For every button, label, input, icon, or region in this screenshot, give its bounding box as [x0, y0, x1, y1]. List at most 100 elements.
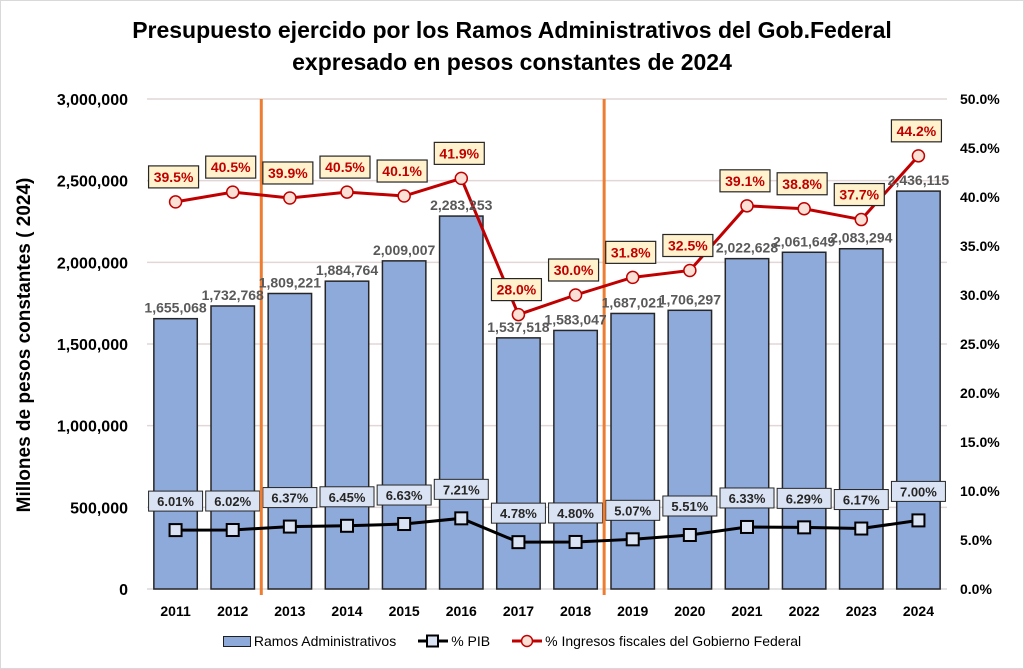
pib-label-box	[833, 489, 889, 511]
legend-label-ingresos: % Ingresos fiscales del Gobierno Federal	[545, 633, 802, 649]
ingresos-label-box	[833, 182, 885, 207]
y-axis-left: 0 500,000 1,000,000 1,500,000 2,000,000 2,500…	[57, 92, 128, 599]
y2-tick-label: 35.0%	[960, 238, 1000, 254]
bar-value-label: 2,283,253	[430, 197, 492, 213]
pib-marker	[168, 523, 183, 538]
bar-value-label: 1,706,297	[659, 291, 721, 307]
x-tick-label: 2011	[160, 603, 191, 619]
legend-item-ramos[interactable]: Ramos Administrativos	[222, 633, 396, 649]
pib-value-label: 6.29%	[786, 491, 823, 506]
legend-circle-marker-icon	[512, 634, 543, 648]
bar-value-label: 2,061,649	[773, 233, 835, 249]
x-tick-label: 2021	[731, 603, 762, 619]
y2-tick-label: 10.0%	[960, 483, 1000, 499]
pib-marker	[454, 511, 469, 526]
pib-label-box	[490, 502, 546, 524]
ingresos-value-label: 30.0%	[554, 262, 594, 278]
ingresos-data-labels: 39.5% 40.5% 39.9% 40.5% 40.1% 41.9% 28.0% 30.0%…	[147, 119, 943, 302]
ingresos-value-label: 39.5%	[154, 169, 194, 185]
y-tick-label: 2,000,000	[57, 255, 128, 272]
pib-marker	[625, 532, 640, 547]
pib-label-box	[433, 478, 489, 500]
ingresos-value-label: 40.1%	[382, 163, 422, 179]
ingresos-marker	[568, 288, 583, 302]
legend-item-pib[interactable]: % PIB	[418, 633, 490, 649]
x-tick-label: 2018	[560, 603, 591, 619]
ingresos-marker	[911, 149, 926, 163]
bar	[267, 292, 313, 590]
y2-tick-label: 25.0%	[960, 336, 1000, 352]
y-tick-label: 500,000	[70, 500, 128, 517]
pib-label-box	[262, 487, 318, 509]
chart-title: Presupuesto ejercido por los Ramos Admin…	[0, 14, 1024, 78]
y2-tick-label: 45.0%	[960, 140, 1000, 156]
pib-marker	[397, 517, 412, 532]
pib-line-series	[168, 511, 926, 550]
ingresos-marker	[625, 270, 640, 285]
bar-value-label: 1,537,518	[487, 319, 549, 335]
pib-label-box	[662, 495, 718, 517]
x-tick-label: 2015	[389, 603, 420, 619]
x-tick-label: 2020	[674, 603, 705, 619]
pib-value-label: 7.21%	[443, 482, 480, 497]
ingresos-value-label: 40.5%	[211, 159, 251, 175]
pib-label-box	[605, 499, 661, 521]
legend-square-marker-icon	[418, 634, 449, 648]
ingresos-label-box	[205, 155, 257, 179]
pib-value-label: 5.51%	[671, 499, 708, 514]
bar	[781, 251, 827, 590]
bar-value-label: 1,884,764	[316, 262, 378, 278]
pib-value-label: 6.17%	[843, 493, 880, 508]
pib-label-box	[890, 480, 946, 502]
bar	[381, 260, 427, 590]
legend-label-pib: % PIB	[451, 633, 491, 649]
ingresos-label-box	[147, 165, 200, 189]
pib-marker	[797, 520, 812, 535]
pib-value-label: 6.02%	[214, 494, 251, 509]
bar-series	[153, 190, 941, 590]
ingresos-label-box	[776, 172, 828, 196]
bar-value-label: 1,732,768	[202, 287, 264, 303]
x-tick-label: 2022	[789, 603, 820, 619]
bar-value-label: 1,687,021	[602, 294, 664, 310]
pib-label-box	[548, 502, 604, 524]
x-tick-label: 2013	[274, 603, 305, 619]
bar	[553, 329, 599, 590]
y-tick-label: 2,500,000	[57, 174, 128, 191]
pib-label-box	[719, 487, 775, 509]
y-tick-label: 1,500,000	[57, 337, 128, 354]
pib-value-label: 6.37%	[271, 491, 308, 506]
ingresos-line-series	[168, 149, 926, 322]
bar	[838, 247, 884, 590]
x-tick-label: 2017	[503, 603, 534, 619]
bar-value-label: 2,022,628	[716, 240, 778, 256]
pib-marker	[568, 534, 583, 549]
ingresos-marker	[854, 212, 869, 227]
ingresos-value-label: 39.1%	[725, 173, 765, 189]
bar	[895, 190, 941, 590]
pib-marker	[740, 519, 754, 534]
y2-tick-label: 20.0%	[960, 385, 1000, 401]
pib-label-box	[376, 484, 432, 506]
x-axis: 2011 2012 2013 2014 2015 2016 2017 2018 2019 2020…	[160, 603, 934, 619]
x-tick-label: 2012	[217, 603, 248, 619]
ingresos-marker	[740, 199, 754, 213]
y-axis-title: Millones de pesos constantes ( 2024)	[14, 178, 35, 513]
ingresos-marker	[454, 171, 469, 186]
bar-value-label: 1,809,221	[259, 274, 321, 290]
ingresos-marker	[511, 307, 526, 322]
ingresos-label-box	[547, 258, 600, 282]
ingresos-label-box	[890, 119, 943, 143]
ingresos-label-box	[662, 233, 714, 258]
legend-item-ingresos[interactable]: % Ingresos fiscales del Gobierno Federal	[512, 633, 801, 649]
legend-bar-swatch-icon	[222, 635, 251, 647]
bar-value-label: 2,436,115	[888, 172, 950, 188]
ingresos-value-label: 28.0%	[497, 282, 537, 298]
bar	[153, 317, 199, 590]
y-tick-label: 3,000,000	[57, 92, 128, 109]
pib-marker	[282, 519, 297, 534]
y-axis-right: 0.0% 5.0% 10.0% 15.0% 20.0% 25.0% 30.0% 35.0% 40…	[960, 91, 1000, 597]
y2-tick-label: 30.0%	[960, 287, 1000, 303]
pib-value-label: 6.63%	[386, 488, 423, 503]
